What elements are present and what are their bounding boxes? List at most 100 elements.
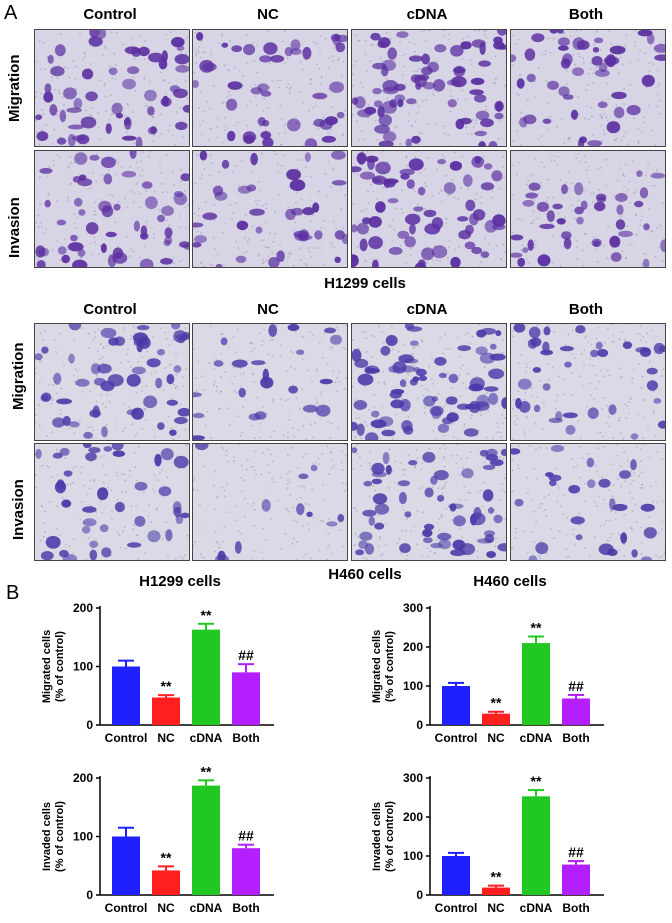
- y-tick-label: 0: [416, 718, 423, 732]
- y-tick-label: 0: [416, 888, 423, 902]
- y-axis-label: Migrated cells: [41, 630, 53, 703]
- bar-cdna: [192, 629, 220, 725]
- chart-invaded-h460: Invaded cells (% of control) 0 100 200 300 Con…: [371, 771, 604, 915]
- micrograph-migration-cdna: [351, 29, 507, 147]
- y-tick-label: 200: [403, 640, 423, 654]
- y-tick-label: 100: [73, 830, 93, 844]
- panel-b-letter: B: [6, 582, 20, 604]
- micrograph-migration-control: [34, 323, 190, 441]
- x-tick-label: NC: [487, 901, 505, 915]
- y-tick-label: 300: [403, 601, 423, 615]
- bar-nc: [152, 870, 180, 895]
- significance-label: ##: [568, 678, 584, 694]
- row-title-invasion-h460: Invasion: [10, 479, 27, 540]
- bar-nc: [482, 887, 510, 895]
- y-tick-label: 0: [86, 718, 93, 732]
- x-tick-label: Control: [105, 731, 148, 745]
- row-title-migration-h460: Migration: [10, 342, 27, 411]
- panel-a-letter: A: [4, 2, 18, 24]
- significance-label: **: [201, 607, 212, 623]
- y-axis-label: (% of control): [384, 631, 396, 702]
- x-tick-label: Both: [562, 901, 589, 915]
- x-tick-label: Control: [435, 901, 478, 915]
- block-caption-h460: H460 cells: [328, 566, 402, 583]
- col-title-nc-h460: NC: [257, 301, 279, 318]
- y-axis-label: (% of control): [54, 631, 66, 702]
- x-tick-label: cDNA: [520, 731, 553, 745]
- significance-label: ##: [238, 828, 254, 844]
- bar-both: [562, 864, 590, 895]
- y-tick-label: 200: [403, 810, 423, 824]
- x-tick-label: Control: [435, 731, 478, 745]
- chart-title: H1299 cells: [139, 573, 221, 590]
- micrograph-invasion-nc: [192, 443, 348, 561]
- micrograph-invasion-cdna: [351, 443, 507, 561]
- x-tick-label: NC: [487, 731, 505, 745]
- bar-cdna: [192, 785, 220, 895]
- micrograph-invasion-control: [34, 150, 190, 268]
- significance-label: ##: [238, 647, 254, 663]
- y-axis-label: (% of control): [384, 801, 396, 872]
- chart-migrated-h460: H460 cells Migrated cells (% of control) 0 1…: [371, 573, 604, 745]
- y-axis-label: Invaded cells: [371, 802, 383, 871]
- y-tick-label: 200: [73, 601, 93, 615]
- micrograph-invasion-control: [34, 443, 190, 561]
- col-title-cdna-h1299: cDNA: [406, 6, 448, 23]
- col-title-nc-h1299: NC: [257, 6, 279, 23]
- x-tick-label: Both: [562, 731, 589, 745]
- significance-label: **: [161, 678, 172, 694]
- significance-label: ##: [568, 844, 584, 860]
- x-tick-label: NC: [157, 731, 175, 745]
- bar-both: [232, 848, 260, 895]
- x-tick-label: cDNA: [520, 901, 553, 915]
- col-title-control-h460: Control: [83, 301, 137, 318]
- bar-nc: [482, 713, 510, 725]
- x-tick-label: NC: [157, 901, 175, 915]
- x-tick-label: Both: [232, 901, 259, 915]
- bar-nc: [152, 697, 180, 725]
- significance-label: **: [531, 773, 542, 789]
- row-title-migration-h1299: Migration: [6, 54, 23, 123]
- col-title-control-h1299: Control: [83, 6, 137, 23]
- x-tick-label: cDNA: [190, 731, 223, 745]
- y-tick-label: 0: [86, 888, 93, 902]
- micrograph-migration-cdna: [351, 323, 507, 441]
- col-title-cdna-h460: cDNA: [406, 301, 448, 318]
- micrograph-migration-control: [34, 29, 190, 147]
- x-tick-label: Both: [232, 731, 259, 745]
- significance-label: **: [201, 763, 212, 779]
- y-axis-label: Migrated cells: [371, 630, 383, 703]
- bar-cdna: [522, 796, 550, 895]
- y-tick-label: 100: [73, 660, 93, 674]
- y-axis-label: (% of control): [54, 801, 66, 872]
- y-tick-label: 300: [403, 771, 423, 785]
- col-title-both-h460: Both: [568, 301, 604, 318]
- bar-both: [232, 672, 260, 725]
- chart-title: H460 cells: [473, 573, 546, 590]
- significance-label: **: [491, 695, 502, 711]
- significance-label: **: [531, 619, 542, 635]
- chart-migrated-h1299: H1299 cells Migrated cells (% of control) 0…: [41, 573, 274, 745]
- y-tick-label: 200: [73, 771, 93, 785]
- bar-cdna: [522, 643, 550, 725]
- micrograph-invasion-both: [510, 443, 666, 561]
- x-tick-label: Control: [105, 901, 148, 915]
- bar-control: [112, 836, 140, 895]
- bar-control: [442, 686, 470, 725]
- micrograph-migration-both: [510, 29, 666, 147]
- block-caption-h1299: H1299 cells: [324, 275, 406, 292]
- significance-label: **: [491, 869, 502, 885]
- col-title-both-h1299: Both: [568, 6, 604, 23]
- y-tick-label: 100: [403, 849, 423, 863]
- y-tick-label: 100: [403, 679, 423, 693]
- x-tick-label: cDNA: [190, 901, 223, 915]
- micrograph-migration-nc: [192, 323, 348, 441]
- micrograph-invasion-both: [510, 150, 666, 268]
- bar-both: [562, 698, 590, 725]
- bar-control: [112, 666, 140, 725]
- bar-control: [442, 856, 470, 895]
- y-axis-label: Invaded cells: [41, 802, 53, 871]
- micrograph-invasion-cdna: [351, 150, 507, 268]
- row-title-invasion-h1299: Invasion: [6, 197, 23, 258]
- micrograph-migration-both: [510, 323, 666, 441]
